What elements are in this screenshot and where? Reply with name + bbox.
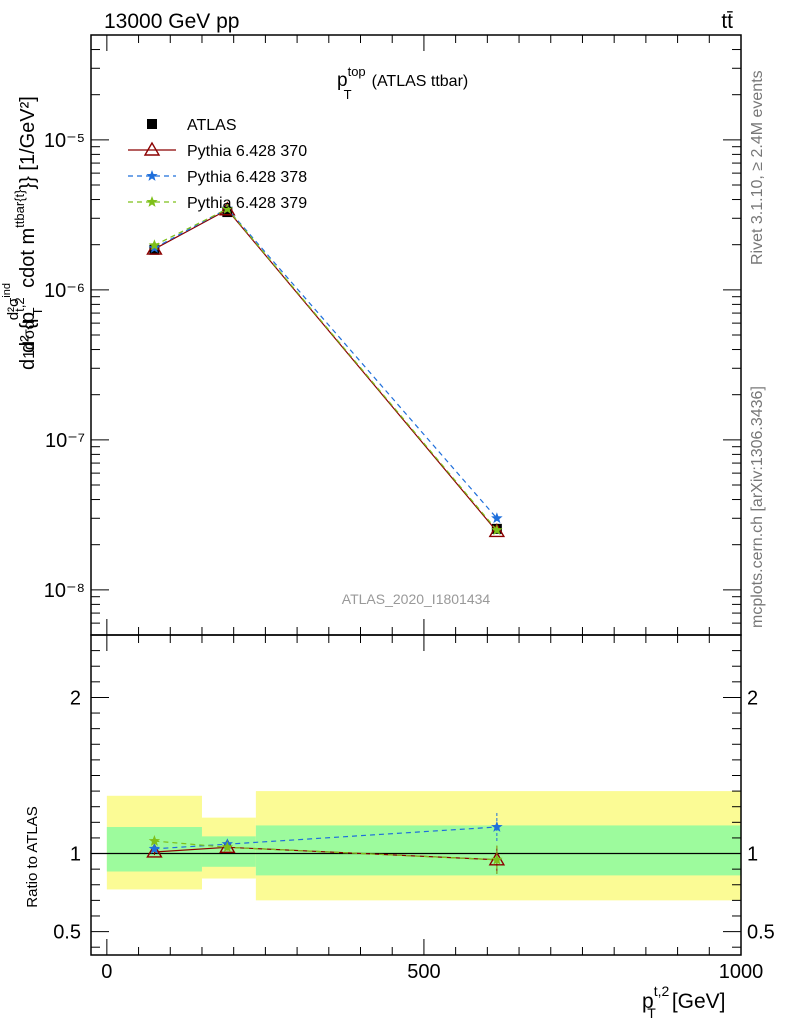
main-point-s3-0 (148, 239, 161, 251)
main-ytick-label: 10⁻⁵ (44, 130, 85, 152)
ratio-point-s2-2 (491, 853, 503, 865)
legend-marker-1 (143, 141, 161, 156)
ratio-panel-series (146, 812, 506, 874)
ratio-point-s2-0 (148, 835, 161, 846)
x-axis-label-sub: T (647, 1005, 656, 1021)
main-ylabel-den-sup2: ttbar{t} (12, 189, 27, 228)
main-title-sup: top (348, 64, 366, 79)
ratio-ytick-label-left: 2 (70, 687, 81, 709)
main-title: ptop T (ATLAS ttbar) (337, 64, 468, 102)
main-title-sub: T (344, 87, 352, 102)
main-line-series-2 (154, 207, 498, 519)
legend-marker-3 (146, 196, 158, 207)
legend-label-2: Pythia 6.428 378 (187, 169, 307, 186)
main-panel-series (146, 201, 506, 538)
legend-marker-0 (147, 119, 157, 129)
ratio-band-inner-2 (255, 825, 741, 876)
main-ytick-label: 10⁻⁶ (44, 280, 85, 302)
x-tick-label: 1000 (719, 961, 764, 983)
mcplots-source-label: mcplots.cern.ch [arXiv:1306.3436] (749, 386, 766, 628)
ratio-frame (90, 634, 742, 956)
main-ylabel-den: d² {p (17, 312, 39, 353)
legend-label-0: ATLAS (187, 117, 237, 134)
ratio-ytick-label-right: 1 (747, 844, 758, 866)
main-ylabel-den-sup: t,2 (12, 297, 27, 311)
main-ylabel-num: d²σ (5, 297, 22, 320)
axes: 10⁻⁸ 10⁻⁷ 10⁻⁶ 10⁻⁵ 0 500 1000 0.5 0.5 1 1 2 2 (44, 34, 775, 983)
legend-marker-2 (146, 170, 158, 181)
ratio-ylabel: Ratio to ATLAS (24, 806, 41, 907)
main-point-s3-2 (491, 524, 503, 535)
analysis-watermark: ATLAS_2020_I1801434 (342, 591, 491, 607)
main-ytick-label: 10⁻⁸ (44, 580, 85, 602)
ratio-ytick-label-left: 0.5 (53, 922, 81, 944)
rivet-version-label: Rivet 3.1.10, ≥ 2.4M events (749, 70, 766, 265)
x-axis-label: pt,2 T [GeV] (642, 983, 726, 1021)
main-title-p: p (337, 70, 348, 91)
main-ylabel-den-sub: T (30, 307, 45, 315)
legend-label-3: Pythia 6.428 379 (187, 195, 307, 212)
ratio-ytick-label-left: 1 (70, 844, 81, 866)
main-ylabel-den-mid: cdot m (17, 228, 39, 294)
main-point-s2-2 (491, 512, 503, 524)
main-title-rest: (ATLAS ttbar) (372, 73, 469, 90)
ratio-band-inner-1 (201, 836, 256, 867)
main-ylabel-pre: d (17, 359, 39, 370)
main-point-s0-1 (222, 207, 233, 218)
main-ylabel-frac-top: 1d (21, 341, 38, 359)
main-ylabel-frac-bottom: σd (21, 320, 38, 339)
ratio-ytick-label-right: 0.5 (747, 922, 775, 944)
legend-label-1: Pythia 6.428 370 (187, 143, 307, 160)
main-ytick-label: 10⁻⁷ (45, 430, 85, 452)
ratio-uncertainty-bands (91, 791, 741, 901)
main-ylabel: d1d σdd²σind d² {pt,2 T cdot mttbar{t}}} [1… (1, 96, 45, 370)
main-point-s1-2 (488, 523, 506, 538)
main-ylabel-num-sup: ind (1, 283, 13, 298)
ratio-point-s1-0 (148, 842, 161, 854)
ratio-point-s2-1 (221, 841, 233, 853)
main-point-s3-1 (221, 203, 233, 214)
ratio-ytick-label-right: 2 (747, 687, 758, 709)
x-axis-label-rest: [GeV] (672, 990, 726, 1013)
energy-label: 13000 GeV pp (104, 10, 239, 33)
x-axis-label-sup: t,2 (654, 983, 670, 999)
main-point-s1-0 (146, 240, 163, 255)
main-line-series-1 (154, 208, 498, 532)
ratio-point-s0-0 (146, 843, 163, 858)
process-label: tt̄ (721, 10, 733, 33)
x-tick-label: 0 (101, 961, 112, 983)
main-line-series-3 (154, 208, 498, 531)
main-ylabel-den-end: }} [1/GeV²] (17, 96, 39, 189)
x-axis-label-p: p (642, 990, 654, 1013)
ratio-point-s1-2 (491, 821, 503, 832)
x-tick-label: 500 (407, 961, 440, 983)
legend: ATLAS Pythia 6.428 370 Pythia 6.428 378 Pyt… (128, 117, 307, 212)
